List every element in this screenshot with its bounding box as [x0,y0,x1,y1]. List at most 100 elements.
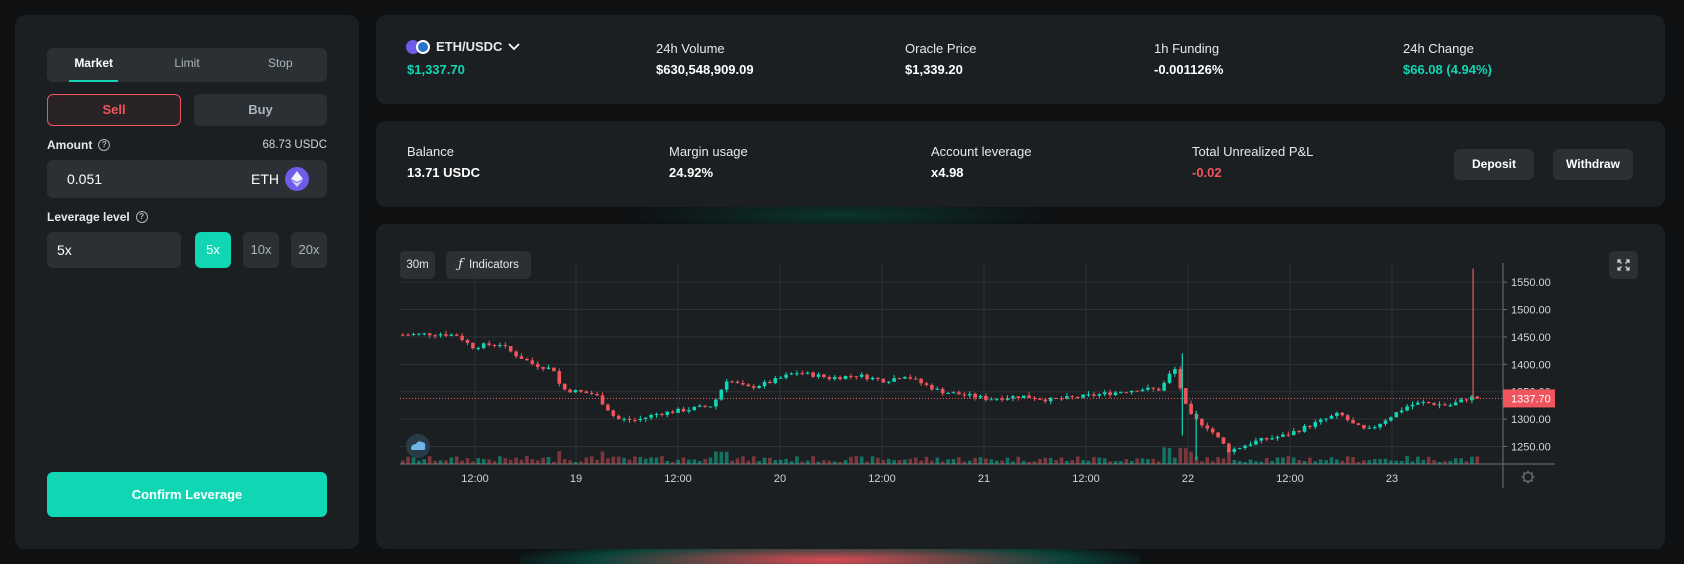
candle-body [541,367,545,369]
leverage-input[interactable]: 5x [47,232,181,268]
volume-bar [1335,459,1339,464]
volume-bar [967,460,972,464]
candle-body [1372,427,1377,429]
volume-bar [735,458,740,464]
x-tick-label: 22 [1182,473,1194,485]
tab-stop[interactable]: Stop [267,56,293,70]
candle-body [951,392,956,394]
volume-bar [946,459,950,464]
candle-body [638,418,643,421]
candle-body [606,404,610,411]
fullscreen-button[interactable] [1609,251,1638,279]
volume-bar [951,459,956,464]
candle-body [1443,404,1447,406]
leverage-option-10x[interactable]: 10x [243,232,279,268]
volume-bar [654,457,659,464]
candle-body [892,378,896,382]
candle-body [1329,415,1334,419]
candle-body [870,377,875,380]
deposit-button[interactable]: Deposit [1454,149,1534,180]
stat-24h-change: 24h Change $66.08 (4.94%) [1403,41,1492,77]
candle-body [1313,422,1318,427]
amount-label: Amount ? [47,138,111,152]
stat-label: 24h Change [1403,41,1474,56]
volume-bar [1286,456,1291,464]
candle-body [1124,392,1129,394]
buy-button[interactable]: Buy [194,94,327,126]
stat-account-leverage: Account leverage x4.98 [931,144,1031,180]
stat-value: x4.98 [931,165,964,180]
candle-body [1340,412,1345,416]
candle-body [719,389,724,400]
candle-body [908,377,913,379]
candle-body [1108,392,1112,396]
candle-body [1459,399,1463,403]
volume-bar [816,461,821,464]
y-tick-label: 1550.00 [1511,277,1551,289]
candle-body [1135,390,1139,392]
volume-bar [1205,457,1210,464]
candle-body [579,389,583,392]
candle-body [697,405,702,407]
volume-bar [1399,460,1404,464]
volume-bar [876,457,880,464]
confirm-leverage-button[interactable]: Confirm Leverage [47,472,327,517]
volume-bar [1270,460,1274,464]
tab-limit[interactable]: Limit [174,56,200,70]
stat-label: 24h Volume [656,41,725,56]
order-panel: Market Limit Stop Sell Buy Amount ? 68.7… [15,15,359,549]
leverage-option-5x[interactable]: 5x [195,232,231,268]
candle-body [1227,443,1231,453]
logo-cloud [411,441,426,450]
y-tick-label: 1500.00 [1511,305,1551,317]
candle-body [476,347,481,349]
volume-bar [978,457,983,464]
timeframe-button[interactable]: 30m [400,251,435,279]
candle-body [1178,369,1183,389]
withdraw-button[interactable]: Withdraw [1553,149,1633,180]
volume-bar [1048,458,1053,464]
gear-ring [1522,471,1534,483]
candle-body [622,418,626,420]
leverage-label-text: Leverage level [47,210,130,224]
price-chart[interactable]: 12:00 19 12:00 20 12:00 21 12:00 22 12:00 23 1550.… [376,224,1665,549]
volume-bar [1464,461,1469,464]
volume-bar [886,458,891,464]
volume-bar [843,460,848,464]
candle-body [1302,425,1307,432]
candle-body [1221,437,1226,444]
candle-body [962,394,967,396]
volume-bar [508,459,513,464]
amount-input[interactable]: 0.051 ETH [47,160,327,198]
volume-bar [1308,457,1312,464]
indicators-button[interactable]: ƒ Indicators [446,251,531,279]
volume-bar [492,461,497,464]
candle-body [800,373,805,375]
candle-body [762,381,767,386]
last-price-label: 1337.70 [1511,393,1551,405]
volume-bar [1059,457,1064,464]
candle-body [1410,404,1415,407]
volume-bar [1448,460,1453,464]
candle-body [449,334,454,336]
candle-body [433,335,437,337]
volume-bar [1156,461,1161,464]
tab-market[interactable]: Market [47,48,140,82]
volume-bar [1189,451,1193,464]
pair-selector[interactable]: ETH/USDC [406,39,521,54]
stat-value: 24.92% [669,165,714,180]
volume-bar [1281,457,1285,464]
candle-body [1464,399,1469,401]
sell-button[interactable]: Sell [47,94,181,126]
candle-body [1200,418,1204,426]
volume-bar [1470,456,1474,464]
leverage-option-20x[interactable]: 20x [291,232,327,268]
help-icon[interactable]: ? [135,211,148,223]
volume-bar [1340,460,1345,464]
candle-body [1054,397,1058,399]
candle-body [924,383,929,385]
help-icon[interactable]: ? [98,139,111,151]
candle-body [427,333,432,336]
volume-bar [1227,446,1231,464]
volume-bar [481,459,486,464]
